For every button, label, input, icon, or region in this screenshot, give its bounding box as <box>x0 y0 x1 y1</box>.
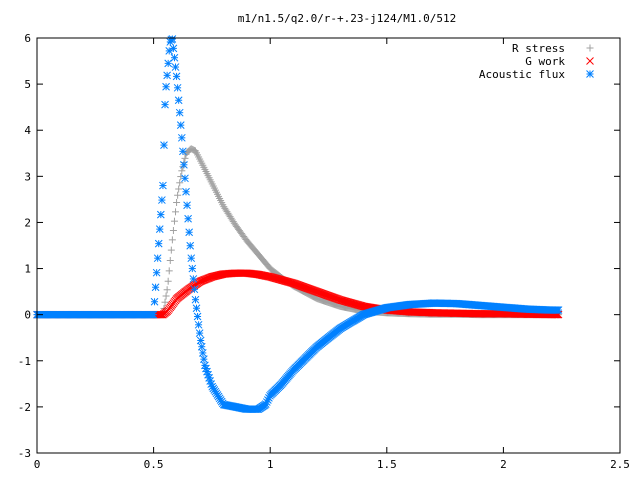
data-point <box>172 208 180 216</box>
data-point <box>191 295 200 304</box>
legend-label-acoustic-flux: Acoustic flux <box>479 68 565 81</box>
data-point <box>186 241 195 250</box>
data-point <box>176 179 184 187</box>
data-point <box>162 82 170 91</box>
data-point <box>163 71 171 80</box>
data-point <box>162 292 170 300</box>
x-tick-label: 2 <box>500 458 507 471</box>
data-point <box>175 108 184 117</box>
data-point <box>178 167 186 175</box>
legend-label-g-work: G work <box>525 55 565 68</box>
x-tick-label: 1.5 <box>377 458 397 471</box>
data-point <box>151 283 160 292</box>
data-point <box>170 217 178 225</box>
data-point <box>176 121 185 130</box>
data-point <box>173 199 181 207</box>
data-point <box>194 320 203 329</box>
markers-layer <box>33 35 563 414</box>
y-axis: -3 -2 -1 0 1 2 3 4 5 6 <box>18 32 620 460</box>
data-point <box>160 141 168 149</box>
data-point <box>171 63 180 71</box>
legend-label-r-stress: R stress <box>512 42 565 55</box>
plot-frame <box>36 37 621 454</box>
data-point <box>180 160 188 169</box>
data-point <box>200 355 208 364</box>
y-tick-label: 4 <box>24 124 31 137</box>
data-point <box>193 312 202 321</box>
data-point <box>159 181 167 190</box>
data-point <box>164 277 172 285</box>
data-point <box>169 227 177 235</box>
data-point <box>165 267 173 275</box>
data-point <box>198 349 207 357</box>
data-point <box>156 210 165 219</box>
data-point <box>185 228 194 237</box>
data-point <box>181 174 189 183</box>
data-point <box>188 264 197 273</box>
data-point <box>175 185 183 193</box>
data-point <box>177 133 186 142</box>
data-point <box>152 268 161 277</box>
data-point <box>187 254 196 263</box>
data-point <box>153 254 162 263</box>
y-tick-label: -1 <box>18 355 31 368</box>
x-tick-label: 1 <box>267 458 274 471</box>
y-tick-label: 1 <box>24 263 31 276</box>
legend-marker-r-stress <box>586 44 594 52</box>
x-axis: 0 0.5 1 1.5 2 2.5 <box>34 38 630 471</box>
chart-title: m1/n1.5/q2.0/r-+.23-j124/M1.0/512 <box>238 12 457 25</box>
data-point <box>170 53 179 62</box>
data-point <box>197 342 206 351</box>
data-point <box>196 336 205 345</box>
data-point <box>179 147 187 156</box>
legend-marker-g-work <box>586 57 594 65</box>
data-point <box>161 298 169 306</box>
y-tick-label: -2 <box>18 401 31 414</box>
data-point <box>554 306 563 314</box>
y-tick-label: 3 <box>24 170 31 183</box>
data-point <box>169 44 178 53</box>
data-point <box>161 100 169 109</box>
data-point <box>158 196 166 204</box>
data-point <box>167 246 175 254</box>
data-point <box>182 187 190 196</box>
y-tick-label: -3 <box>18 447 31 460</box>
legend: R stress G work Acoustic flux <box>479 42 594 81</box>
data-point <box>149 310 158 319</box>
data-point <box>155 225 164 233</box>
data-point <box>154 239 163 248</box>
y-tick-label: 5 <box>24 78 31 91</box>
data-point <box>168 35 177 43</box>
legend-marker-acoustic-flux <box>586 70 594 78</box>
data-point <box>195 329 204 337</box>
y-tick-label: 6 <box>24 32 31 45</box>
data-point <box>174 96 183 105</box>
data-point <box>183 201 191 210</box>
series-r-stress <box>33 145 563 319</box>
series-acoustic-flux <box>33 35 563 414</box>
data-point <box>163 286 171 294</box>
data-point <box>174 191 182 199</box>
data-point <box>190 285 199 294</box>
x-tick-label: 0.5 <box>144 458 164 471</box>
data-point <box>172 72 181 81</box>
data-point <box>164 59 173 68</box>
data-point <box>181 154 189 162</box>
data-point <box>166 256 174 264</box>
y-tick-label: 0 <box>24 309 31 322</box>
data-point <box>168 236 176 244</box>
data-point <box>189 275 198 283</box>
data-point <box>192 304 201 313</box>
data-point <box>173 83 182 92</box>
x-tick-label: 0 <box>34 458 41 471</box>
data-point <box>150 297 159 306</box>
series-g-work <box>33 269 563 319</box>
y-tick-label: 2 <box>24 216 31 229</box>
x-tick-label: 2.5 <box>610 458 630 471</box>
data-point <box>184 214 192 223</box>
